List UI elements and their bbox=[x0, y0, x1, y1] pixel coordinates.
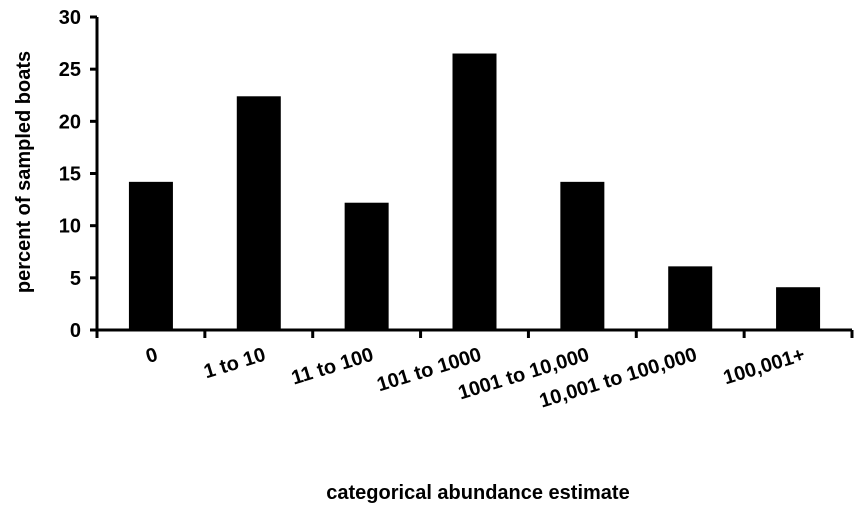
x-axis-title: categorical abundance estimate bbox=[326, 482, 629, 504]
x-tick-label-2: 11 to 100 bbox=[289, 344, 376, 390]
y-tick-label-1: 5 bbox=[70, 268, 81, 290]
y-tick-label-6: 30 bbox=[59, 7, 81, 29]
bar-3 bbox=[452, 53, 497, 331]
y-tick-label-2: 10 bbox=[59, 216, 81, 238]
bar-1 bbox=[236, 96, 281, 330]
x-tick-label-1: 1 to 10 bbox=[201, 344, 268, 384]
y-tick-label-4: 20 bbox=[59, 111, 81, 133]
bar-0 bbox=[128, 181, 173, 330]
bar-5 bbox=[668, 266, 713, 330]
y-tick-label-3: 15 bbox=[59, 164, 81, 186]
x-tick-label-6: 100,001+ bbox=[721, 344, 808, 390]
bar-6 bbox=[776, 287, 821, 330]
y-tick-label-0: 0 bbox=[70, 320, 81, 342]
x-tick-label-0: 0 bbox=[143, 344, 160, 368]
y-axis-title: percent of sampled boats bbox=[13, 51, 35, 293]
y-axis-ticks: 0 5 10 15 20 25 30 bbox=[59, 7, 97, 342]
bars-group bbox=[128, 53, 821, 331]
bar-4 bbox=[560, 181, 605, 330]
bar-2 bbox=[344, 202, 389, 330]
y-tick-label-5: 25 bbox=[59, 59, 81, 81]
